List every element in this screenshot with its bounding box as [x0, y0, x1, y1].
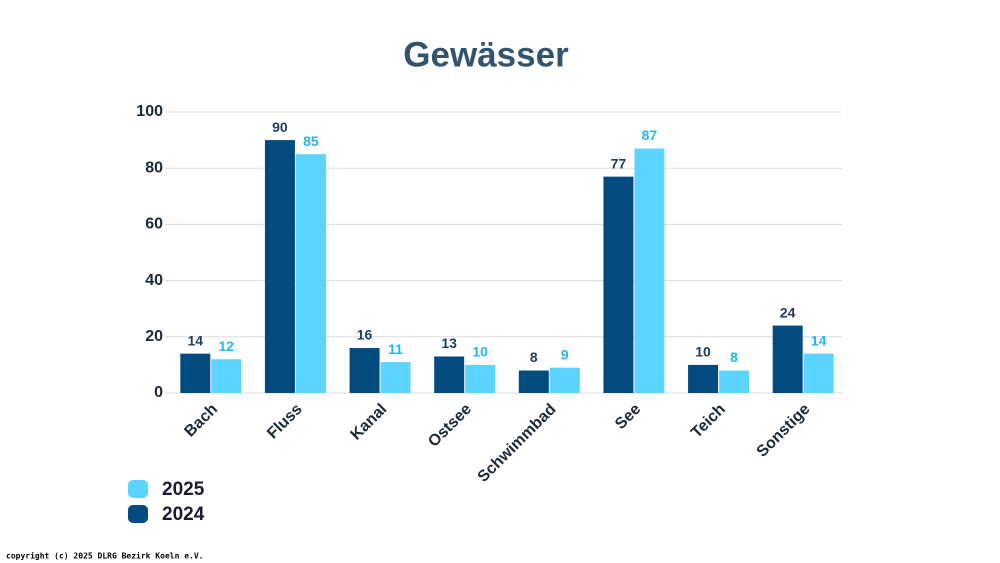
bar — [603, 176, 634, 393]
bar — [349, 348, 380, 393]
legend-swatch — [128, 480, 148, 498]
data-label: 24 — [780, 304, 796, 320]
x-tick-label: Bach — [181, 401, 221, 441]
bar — [295, 154, 326, 393]
data-label: 12 — [219, 338, 235, 354]
data-label: 77 — [611, 155, 627, 171]
bar — [434, 356, 465, 393]
x-tick-label: Kanal — [348, 401, 391, 444]
bar — [688, 364, 719, 393]
x-tick-label: Teich — [688, 401, 729, 442]
y-tick-label: 60 — [145, 216, 163, 233]
bar — [518, 370, 549, 393]
bar — [719, 370, 750, 393]
data-label: 90 — [272, 119, 288, 135]
data-label: 16 — [357, 327, 373, 343]
bar — [380, 362, 411, 393]
data-label: 87 — [642, 127, 658, 143]
data-label: 14 — [188, 332, 204, 348]
data-label: 10 — [695, 344, 711, 360]
x-tick-label: Sonstige — [754, 401, 814, 461]
bar — [549, 367, 580, 393]
chart-title: Gewässer — [403, 35, 569, 74]
data-label: 14 — [811, 332, 827, 348]
legend-label: 2024 — [162, 504, 205, 525]
footer: copyright (c) 2025 DLRG Bezirk Koeln e.V… — [6, 551, 203, 561]
bar — [211, 359, 242, 393]
data-label: 85 — [303, 133, 319, 149]
y-tick-label: 80 — [145, 159, 163, 176]
y-tick-label: 40 — [145, 272, 163, 289]
bar — [465, 364, 496, 393]
bar — [264, 140, 295, 393]
bar — [180, 353, 211, 393]
x-tick-label: Ostsee — [425, 401, 475, 451]
y-tick-label: 20 — [145, 328, 163, 345]
data-label: 8 — [730, 349, 738, 365]
data-label: 10 — [472, 344, 488, 360]
legend-label: 2025 — [162, 479, 205, 500]
data-label: 9 — [561, 346, 569, 362]
bar — [772, 325, 803, 393]
bar — [803, 353, 834, 393]
data-label: 11 — [388, 341, 403, 357]
data-label: 13 — [441, 335, 457, 351]
y-tick-label: 0 — [154, 384, 163, 401]
y-tick-label: 100 — [136, 103, 163, 120]
x-tick-label: Fluss — [264, 401, 306, 443]
data-label: 8 — [530, 349, 538, 365]
bar — [634, 148, 665, 393]
x-tick-label: See — [612, 401, 644, 433]
x-tick-label: Schwimmbad — [475, 401, 560, 486]
legend-swatch — [128, 505, 148, 523]
